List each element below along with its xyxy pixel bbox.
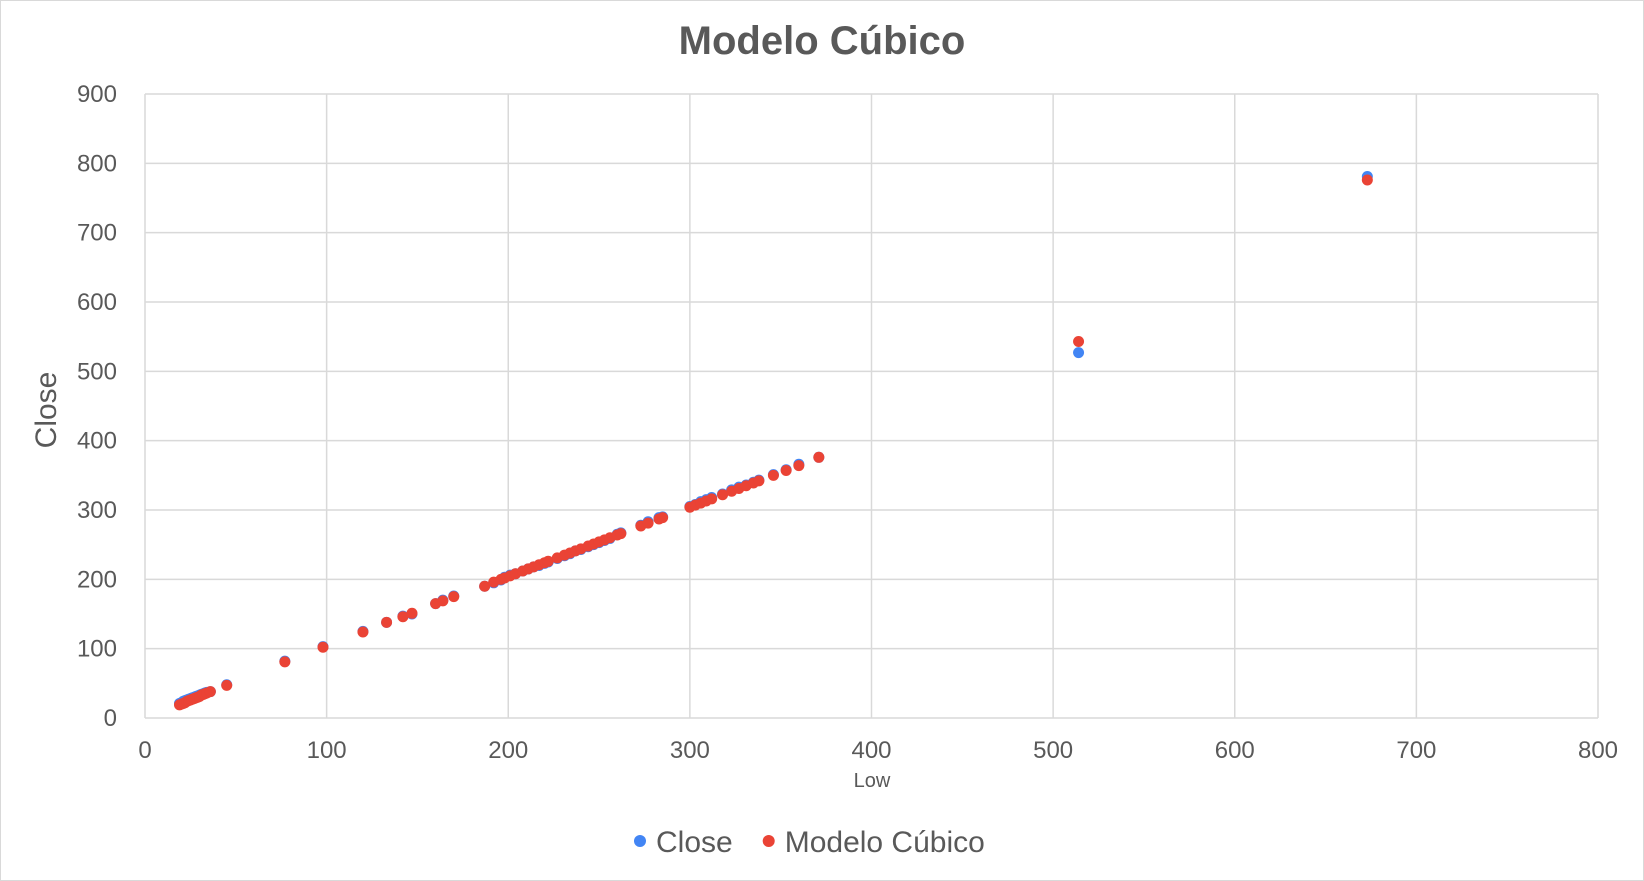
x-tick-label: 200 — [488, 737, 528, 764]
y-tick-label: 800 — [77, 150, 117, 177]
legend: Close Modelo Cúbico — [634, 826, 985, 859]
grid — [144, 93, 1599, 719]
x-tick-label: 300 — [670, 737, 710, 764]
data-point — [479, 580, 491, 592]
data-point — [279, 656, 291, 668]
series-modelo-c-bico — [174, 174, 1373, 711]
y-tick-label: 600 — [77, 289, 117, 316]
y-tick-label: 0 — [104, 705, 117, 732]
x-tick-label: 600 — [1215, 737, 1255, 764]
y-axis-ticks: 0 100 200 300 400 500 600 700 800 900 — [77, 81, 117, 732]
data-point — [793, 460, 805, 472]
x-tick-label: 800 — [1578, 737, 1618, 764]
data-point — [780, 464, 792, 476]
data-point — [448, 591, 460, 603]
x-tick-label: 400 — [851, 737, 891, 764]
x-tick-label: 500 — [1033, 737, 1073, 764]
data-point — [317, 641, 329, 653]
data-points — [174, 171, 1373, 711]
y-tick-label: 200 — [77, 566, 117, 593]
data-point — [706, 493, 718, 505]
data-point — [1073, 347, 1085, 359]
data-point — [1361, 174, 1373, 186]
data-point — [615, 528, 627, 540]
legend-marker — [634, 835, 646, 847]
data-point — [642, 517, 654, 529]
data-point — [357, 626, 369, 638]
x-axis-label: Low — [854, 770, 891, 792]
y-tick-label: 400 — [77, 428, 117, 455]
y-tick-label: 300 — [77, 497, 117, 524]
y-tick-label: 700 — [77, 220, 117, 247]
x-tick-label: 100 — [307, 737, 347, 764]
y-tick-label: 100 — [77, 636, 117, 663]
legend-marker — [762, 835, 775, 847]
data-point — [717, 489, 729, 501]
data-point — [437, 595, 449, 607]
legend-label: Modelo Cúbico — [785, 826, 985, 859]
x-tick-label: 0 — [138, 737, 151, 764]
data-point — [221, 679, 233, 691]
legend-label: Close — [656, 826, 733, 859]
data-point — [657, 512, 669, 524]
data-point — [542, 555, 554, 567]
chart-title: Modelo Cúbico — [679, 19, 966, 63]
data-point — [753, 475, 765, 487]
data-point — [767, 469, 779, 481]
data-point — [381, 616, 393, 628]
y-axis-label: Close — [30, 372, 63, 449]
x-tick-label: 700 — [1396, 737, 1436, 764]
data-point — [204, 686, 216, 698]
data-point — [406, 607, 418, 619]
data-point — [1073, 336, 1085, 348]
y-tick-label: 900 — [77, 81, 117, 108]
x-axis-ticks: 0 100 200 300 400 500 600 700 800 — [138, 737, 1618, 764]
data-point — [397, 611, 409, 623]
y-tick-label: 500 — [77, 358, 117, 385]
data-point — [813, 451, 825, 463]
